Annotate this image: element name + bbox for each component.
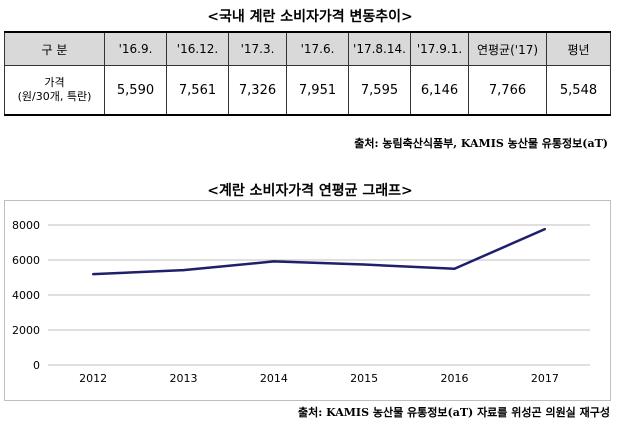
x-tick-label: 2015 — [350, 372, 378, 385]
header-cell: '16.12. — [166, 31, 229, 66]
y-tick-label: 8000 — [12, 219, 40, 232]
x-tick-label: 2013 — [170, 372, 198, 385]
table-cell: 5,590 — [104, 65, 167, 116]
y-tick-label: 0 — [33, 359, 40, 372]
table-cell: 7,766 — [468, 65, 547, 116]
table-cell: 7,951 — [286, 65, 349, 116]
header-cell: '17.8.14. — [348, 31, 411, 66]
row-label: 가격 (원/30개, 특란) — [4, 65, 105, 116]
chart-source: 출처: KAMIS 농산물 유통정보(aT) 자료를 위성곤 의원실 재구성 — [297, 406, 610, 419]
line-chart: 0 2000 4000 6000 8000 2012 2013 2014 2015 2016 20… — [4, 200, 611, 401]
data-point — [543, 227, 547, 231]
header-cell: 평년 — [546, 31, 611, 66]
header-cell: '17.6. — [286, 31, 349, 66]
header-cell: '16.9. — [104, 31, 167, 66]
data-point — [272, 260, 276, 263]
table-cell: 7,561 — [166, 65, 229, 116]
header-cell: '17.9.1. — [410, 31, 469, 66]
data-point — [362, 263, 366, 266]
table-source: 출처: 농림축산식품부, KAMIS 농산물 유통정보(aT) — [354, 137, 608, 150]
y-tick-label: 4000 — [12, 289, 40, 302]
table-title: <국내 계란 소비자가격 변동추이> — [207, 9, 413, 25]
row-label-line2: (원/30개, 특란) — [17, 90, 92, 103]
data-point — [182, 268, 185, 272]
table-cell: 6,146 — [410, 65, 469, 116]
header-cell: 구 분 — [4, 31, 105, 66]
table-cell: 5,548 — [546, 65, 611, 116]
table-row: 가격 (원/30개, 특란) 5,590 7,561 7,326 7,951 7… — [4, 65, 611, 116]
header-cell: '17.3. — [228, 31, 287, 66]
x-tick-label: 2014 — [260, 372, 288, 385]
y-tick-label: 2000 — [12, 324, 40, 337]
header-cell: 연평균('17) — [468, 31, 547, 66]
table-header-row: 구 분 '16.9. '16.12. '17.3. '17.6. '17.8.1… — [4, 31, 611, 66]
x-tick-label: 2016 — [441, 372, 469, 385]
price-table: 구 분 '16.9. '16.12. '17.3. '17.6. '17.8.1… — [4, 31, 611, 116]
chart-title: <계란 소비자가격 연평균 그래프> — [207, 183, 413, 199]
x-tick-label: 2012 — [79, 372, 107, 385]
data-point — [453, 267, 456, 270]
table-cell: 7,326 — [228, 65, 287, 116]
table-cell: 7,595 — [348, 65, 411, 116]
row-label-line1: 가격 — [44, 76, 65, 89]
y-tick-label: 6000 — [12, 254, 40, 267]
series-line — [93, 227, 546, 276]
x-tick-label: 2017 — [531, 372, 559, 385]
data-point — [91, 272, 95, 276]
chart-frame — [4, 200, 611, 401]
